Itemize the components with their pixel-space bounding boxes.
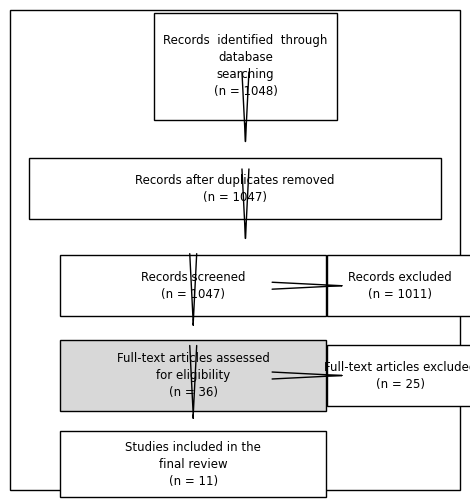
FancyBboxPatch shape xyxy=(327,345,470,406)
Text: Records excluded
(n = 1011): Records excluded (n = 1011) xyxy=(348,270,452,300)
Text: Full-text articles excluded
(n = 25): Full-text articles excluded (n = 25) xyxy=(324,360,470,390)
FancyBboxPatch shape xyxy=(60,431,326,498)
FancyBboxPatch shape xyxy=(60,255,326,316)
Text: Records screened
(n = 1047): Records screened (n = 1047) xyxy=(141,270,245,300)
Text: Records  identified  through
database
searching
(n = 1048): Records identified through database sear… xyxy=(163,34,328,98)
FancyBboxPatch shape xyxy=(60,340,326,411)
Text: Studies included in the
final review
(n = 11): Studies included in the final review (n … xyxy=(125,441,261,488)
Text: Full-text articles assessed
for eligibility
(n = 36): Full-text articles assessed for eligibil… xyxy=(117,352,270,399)
Text: Records after duplicates removed
(n = 1047): Records after duplicates removed (n = 10… xyxy=(135,174,335,204)
FancyBboxPatch shape xyxy=(154,13,337,120)
FancyBboxPatch shape xyxy=(327,255,470,316)
FancyBboxPatch shape xyxy=(29,158,441,220)
